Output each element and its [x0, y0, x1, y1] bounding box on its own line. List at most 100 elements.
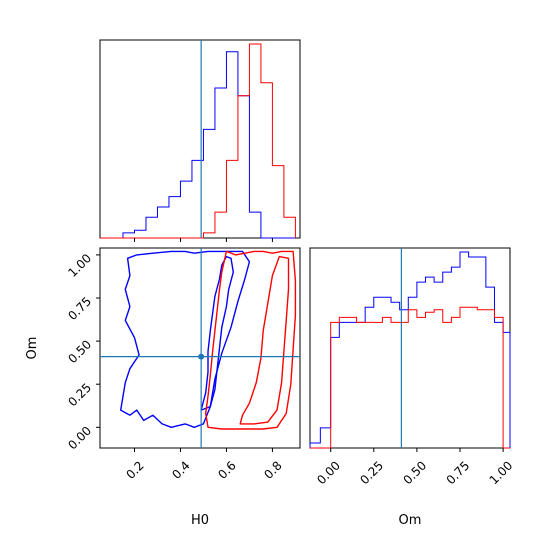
hist-bar-blue-2 — [123, 233, 134, 238]
hist-bar-red-17 — [460, 307, 469, 448]
hist-bar-red-20 — [486, 310, 495, 448]
x-axis-label-om: Om — [399, 513, 422, 528]
hist-bar-blue-9 — [391, 302, 400, 448]
y-axis-label-om: Om — [25, 337, 40, 360]
contour-y-tick-label-1: 0.25 — [65, 380, 94, 409]
contour-red-outer — [204, 250, 297, 430]
hist-bar-red-15 — [443, 322, 452, 448]
hist-bar-blue-8 — [382, 297, 391, 448]
hist-bar-red-14 — [261, 83, 272, 238]
hist-om-x-ticks: 0.00 0.25 0.50 0.75 1.00 — [314, 448, 515, 487]
hist-h0-frame — [99, 39, 301, 239]
hist-bar-blue-21 — [494, 322, 503, 448]
contour-red-inner — [239, 255, 290, 425]
hist-bar-red-12 — [238, 96, 249, 238]
hist-bar-blue-2 — [331, 337, 340, 448]
hist-bar-red-12 — [417, 317, 426, 448]
hist-bar-blue-4 — [146, 217, 157, 238]
hist-bar-blue-10 — [215, 88, 226, 238]
hist-bar-red-4 — [348, 317, 357, 448]
hist-h0-panel — [99, 39, 301, 242]
hist-om-panel: 0.00 0.25 0.50 0.75 1.00 Om — [309, 247, 515, 528]
contour-y-ticks: 0.00 0.25 0.50 0.75 1.00 — [65, 251, 100, 452]
contour-blue-outer — [119, 250, 251, 428]
hist-bar-blue-3 — [339, 322, 348, 448]
hist-bar-red-14 — [434, 310, 443, 448]
hist-bar-blue-4 — [348, 322, 357, 448]
hist-h0-bars — [100, 43, 296, 239]
hist-bar-red-9 — [391, 322, 400, 448]
contour-x-tick-label-0: 0.2 — [123, 458, 146, 481]
hist-bar-blue-19 — [477, 257, 486, 448]
hist-bar-blue-6 — [169, 197, 180, 238]
hist-bar-blue-9 — [203, 129, 214, 238]
hist-bar-red-11 — [226, 160, 237, 238]
hist-bar-red-2 — [331, 322, 340, 448]
hist-bar-blue-22 — [503, 332, 510, 448]
hist-bar-red-13 — [249, 44, 260, 238]
contour-x-ticks: 0.2 0.4 0.6 0.8 — [123, 448, 285, 482]
hist-bar-blue-18 — [469, 257, 478, 448]
hist-bar-red-5 — [357, 322, 366, 448]
hist-bar-blue-12 — [417, 282, 426, 448]
hist-bar-blue-13 — [426, 277, 435, 448]
contour-x-tick-label-1: 0.4 — [169, 458, 192, 481]
hist-bar-blue-17 — [460, 252, 469, 448]
contour-y-tick-label-3: 0.75 — [65, 294, 94, 323]
contour-panel: 0.2 0.4 0.6 0.8 0.00 0.25 0.50 0.75 1.00 H0 Om — [25, 247, 301, 528]
hist-bar-blue-6 — [365, 307, 374, 448]
contours — [119, 250, 297, 430]
hist-bar-blue-20 — [486, 287, 495, 448]
contour-blue-inner — [200, 255, 235, 411]
hist-om-x-tick-label-2: 0.50 — [400, 458, 429, 487]
hist-om-bars — [309, 251, 511, 449]
hist-h0-ticks — [133, 238, 273, 242]
hist-bar-blue-11 — [408, 297, 417, 448]
hist-bar-red-7 — [374, 322, 383, 448]
contour-frame — [99, 247, 301, 449]
hist-bar-blue-13 — [249, 212, 260, 238]
hist-step-red — [310, 306, 510, 449]
hist-bar-red-8 — [382, 317, 391, 448]
hist-bar-red-19 — [477, 310, 486, 448]
hist-om-x-tick-label-4: 1.00 — [487, 458, 516, 487]
hist-bar-blue-1 — [320, 428, 330, 448]
contour-y-tick-label-4: 1.00 — [65, 251, 94, 280]
hist-bar-blue-0 — [310, 443, 320, 448]
hist-bar-red-15 — [272, 166, 283, 238]
hist-om-x-tick-label-0: 0.00 — [314, 458, 343, 487]
x-axis-label-h0: H0 — [191, 513, 209, 528]
hist-bar-red-16 — [451, 317, 460, 448]
hist-bar-blue-16 — [451, 267, 460, 448]
hist-bar-blue-14 — [434, 282, 443, 448]
hist-step-blue — [100, 51, 296, 239]
hist-step-red — [100, 43, 296, 239]
hist-om-frame — [309, 247, 511, 449]
hist-bar-red-21 — [494, 317, 503, 448]
hist-bar-blue-5 — [357, 322, 366, 448]
hist-bar-blue-12 — [238, 96, 249, 238]
hist-bar-red-16 — [284, 217, 295, 238]
contour-y-tick-label-0: 0.00 — [65, 424, 94, 453]
hist-bar-red-3 — [339, 317, 348, 448]
hist-om-x-tick-label-3: 0.75 — [444, 458, 473, 487]
hist-bar-red-11 — [408, 310, 417, 448]
hist-bar-red-18 — [469, 307, 478, 448]
contour-x-tick-label-3: 0.8 — [261, 458, 284, 481]
hist-om-x-tick-label-1: 0.25 — [357, 458, 386, 487]
contour-y-tick-label-2: 0.50 — [65, 337, 94, 366]
contour-x-tick-label-2: 0.6 — [215, 458, 238, 481]
hist-bar-red-13 — [426, 312, 435, 448]
hist-bar-red-6 — [365, 322, 374, 448]
hist-step-blue — [309, 251, 511, 448]
hist-bar-blue-15 — [443, 272, 452, 448]
hist-bar-red-10 — [215, 212, 226, 238]
truth-point — [198, 353, 205, 360]
hist-bar-blue-7 — [374, 297, 383, 448]
hist-bar-blue-3 — [134, 230, 145, 238]
hist-bar-blue-11 — [226, 52, 237, 238]
hist-bar-blue-7 — [180, 181, 191, 238]
hist-bar-blue-5 — [157, 207, 168, 238]
hist-bar-red-9 — [203, 233, 214, 238]
